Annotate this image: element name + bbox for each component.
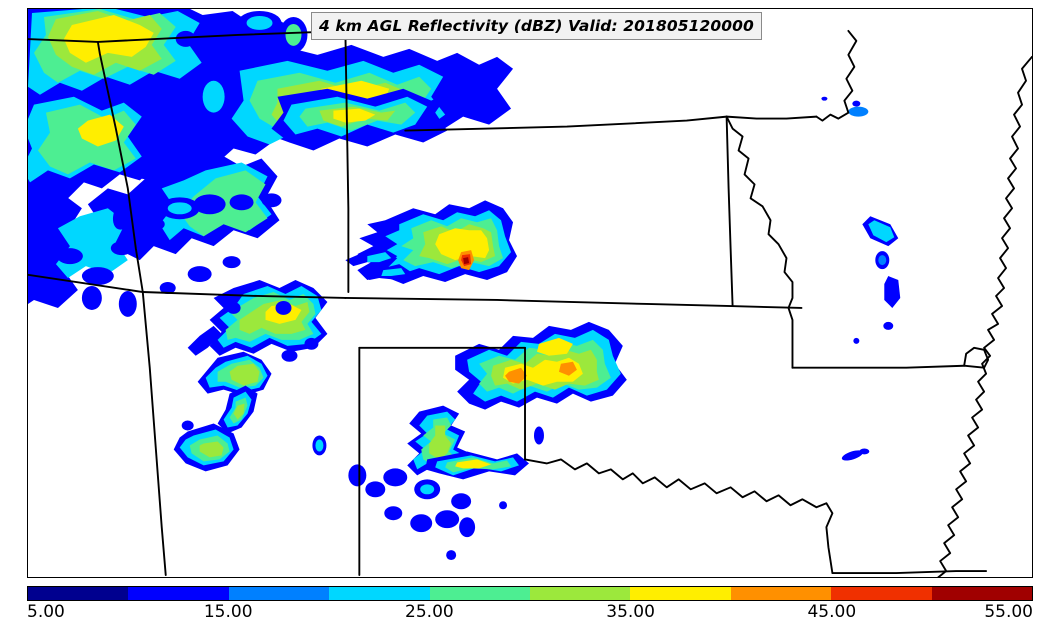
border-ks-ok	[344, 297, 803, 309]
colorbar-tick-label: 45.00	[807, 602, 857, 622]
colorbar-band	[329, 587, 430, 600]
border-ne-ks	[404, 115, 728, 132]
border-mo-ar	[791, 364, 986, 369]
plot-title-box: 4 km AGL Reflectivity (dBZ) Valid: 20180…	[311, 12, 762, 40]
colorbar-band	[530, 587, 631, 600]
colorbar-band	[28, 587, 129, 600]
border-mo-bootheel	[963, 346, 990, 369]
map-plot-area	[27, 8, 1033, 578]
echo-northcentral-band	[271, 88, 450, 151]
echo-southwest-cells	[173, 280, 328, 472]
colorbar-band	[128, 587, 229, 600]
echo-central-supercell	[345, 200, 518, 285]
echo-east-isolated-cells	[821, 96, 901, 461]
border-ok-tx-red-river	[524, 458, 834, 574]
border-co-ne-vertical	[96, 40, 144, 293]
border-nm-tx-vertical	[141, 291, 167, 576]
state-borders-layer	[28, 24, 1032, 577]
colorbar-band	[630, 587, 731, 600]
border-il-ia	[815, 29, 858, 122]
colorbar-band	[831, 587, 932, 600]
border-ks-mo-vertical	[725, 115, 734, 307]
colorbar-tick-label: 25.00	[405, 602, 454, 622]
colorbar-tick-labels: 5.00 15.00 25.00 35.00 45.00 55.00	[0, 602, 1060, 626]
colorbar-tick-label: 35.00	[606, 602, 655, 622]
border-co-ks-vertical	[344, 29, 350, 293]
page-title: 4 km AGL Reflectivity (dBZ) Valid: 20180…	[319, 17, 754, 35]
colorbar-band	[931, 587, 1033, 600]
echo-scattered-small-cells-nw	[56, 10, 308, 317]
colorbar-tick-label: 5.00	[27, 602, 65, 622]
echo-panhandle-cluster	[348, 321, 627, 561]
colorbar-band	[730, 587, 832, 600]
border-ar-la	[831, 570, 988, 574]
border-mississippi-river	[937, 55, 1032, 577]
reflectivity-echo-layer	[28, 9, 901, 561]
colorbar-tick-label: 55.00	[984, 602, 1033, 622]
radar-map-svg	[28, 9, 1032, 577]
border-mo-ks-ne-river	[725, 115, 794, 369]
colorbar-tick-label: 15.00	[203, 602, 253, 622]
reflectivity-colorbar	[27, 586, 1033, 601]
border-ia-mo	[725, 115, 818, 120]
colorbar-band	[429, 587, 531, 600]
border-co-nm	[28, 273, 347, 299]
colorbar-band	[228, 587, 330, 600]
